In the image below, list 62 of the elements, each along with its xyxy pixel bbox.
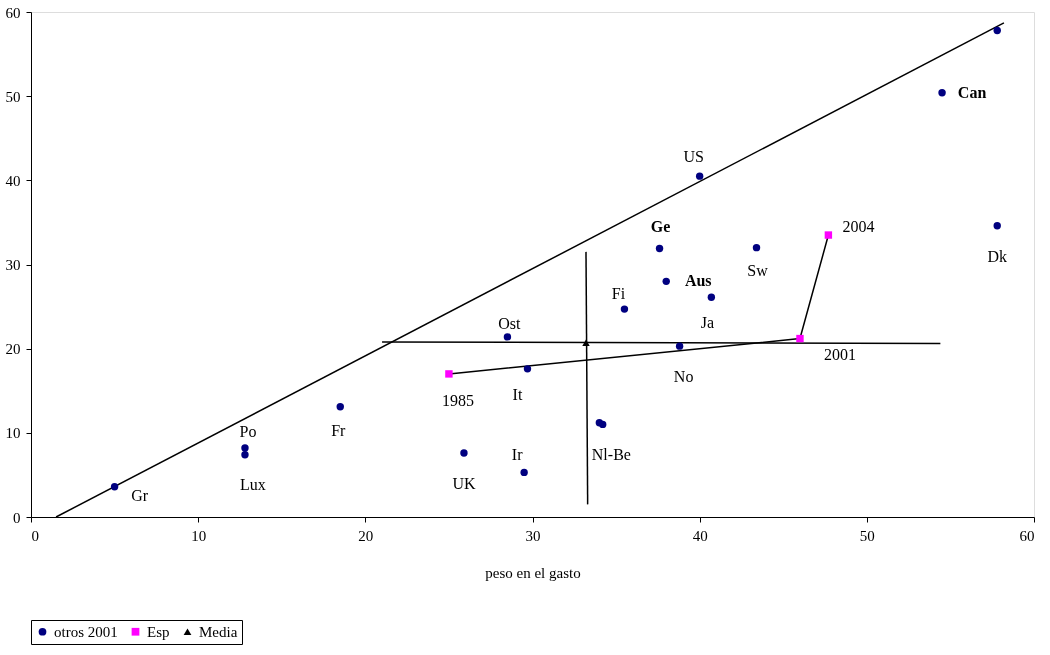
point <box>675 342 684 350</box>
point <box>503 333 512 341</box>
point <box>599 420 607 429</box>
annotation: No <box>673 368 694 386</box>
y-tick-label: 20 <box>5 341 21 358</box>
y-tick-label: 0 <box>13 509 21 526</box>
x-tick-label: 30 <box>525 527 541 544</box>
annotation: Dk <box>987 247 1007 265</box>
x-tick-label: 20 <box>358 527 374 544</box>
annotation: Lux <box>240 475 266 493</box>
x-tick-label: 0 <box>31 527 39 544</box>
point <box>241 444 249 452</box>
x-axis-title: peso en el gasto <box>485 564 581 581</box>
point <box>695 172 704 180</box>
x-tick-label: 40 <box>692 527 708 544</box>
annotation: Aus <box>684 272 712 290</box>
point <box>707 293 716 302</box>
y-tick-label: 60 <box>5 4 21 21</box>
annotation: Ir <box>511 446 524 464</box>
point <box>241 451 249 459</box>
y-tick-label: 50 <box>5 88 21 105</box>
point <box>523 365 532 373</box>
point <box>582 339 590 346</box>
annotation: Nl-Be <box>591 445 631 463</box>
annotation: UK <box>452 475 476 493</box>
y-tick-label: 30 <box>5 257 21 273</box>
legend-label: Esp <box>147 623 170 640</box>
x-tick-label: 50 <box>859 527 875 544</box>
point <box>993 26 1001 35</box>
legend-label: Media <box>199 623 238 640</box>
point <box>993 222 1001 230</box>
annotation: 2004 <box>842 218 875 236</box>
y-tick-label: 40 <box>5 172 21 189</box>
point <box>752 243 761 252</box>
annotation: 1985 <box>441 391 474 409</box>
annotation: Ge <box>650 217 671 235</box>
point <box>110 483 119 491</box>
annotation: Sw <box>747 261 769 279</box>
point <box>445 370 453 378</box>
point <box>336 403 344 411</box>
annotation: Can <box>957 83 987 101</box>
legend-label: otros 2001 <box>54 623 118 640</box>
annotation: Po <box>239 422 257 440</box>
point <box>796 334 804 343</box>
y-tick-label: 10 <box>5 425 21 442</box>
point <box>662 277 670 286</box>
annotation: Ja <box>700 314 715 332</box>
x-tick-label: 60 <box>1019 527 1035 544</box>
point <box>620 305 629 313</box>
annotation: 2001 <box>823 345 856 363</box>
annotation: Fr <box>331 421 347 439</box>
x-tick-label: 10 <box>191 527 207 544</box>
annotation: US <box>683 148 704 166</box>
annotation: It <box>512 385 523 403</box>
annotation: Ost <box>498 314 522 332</box>
point <box>938 89 946 97</box>
point <box>520 468 528 477</box>
point <box>460 449 468 457</box>
annotation: Gr <box>131 486 149 504</box>
point <box>655 244 664 253</box>
point <box>824 231 833 239</box>
annotation: Fi <box>611 285 626 303</box>
